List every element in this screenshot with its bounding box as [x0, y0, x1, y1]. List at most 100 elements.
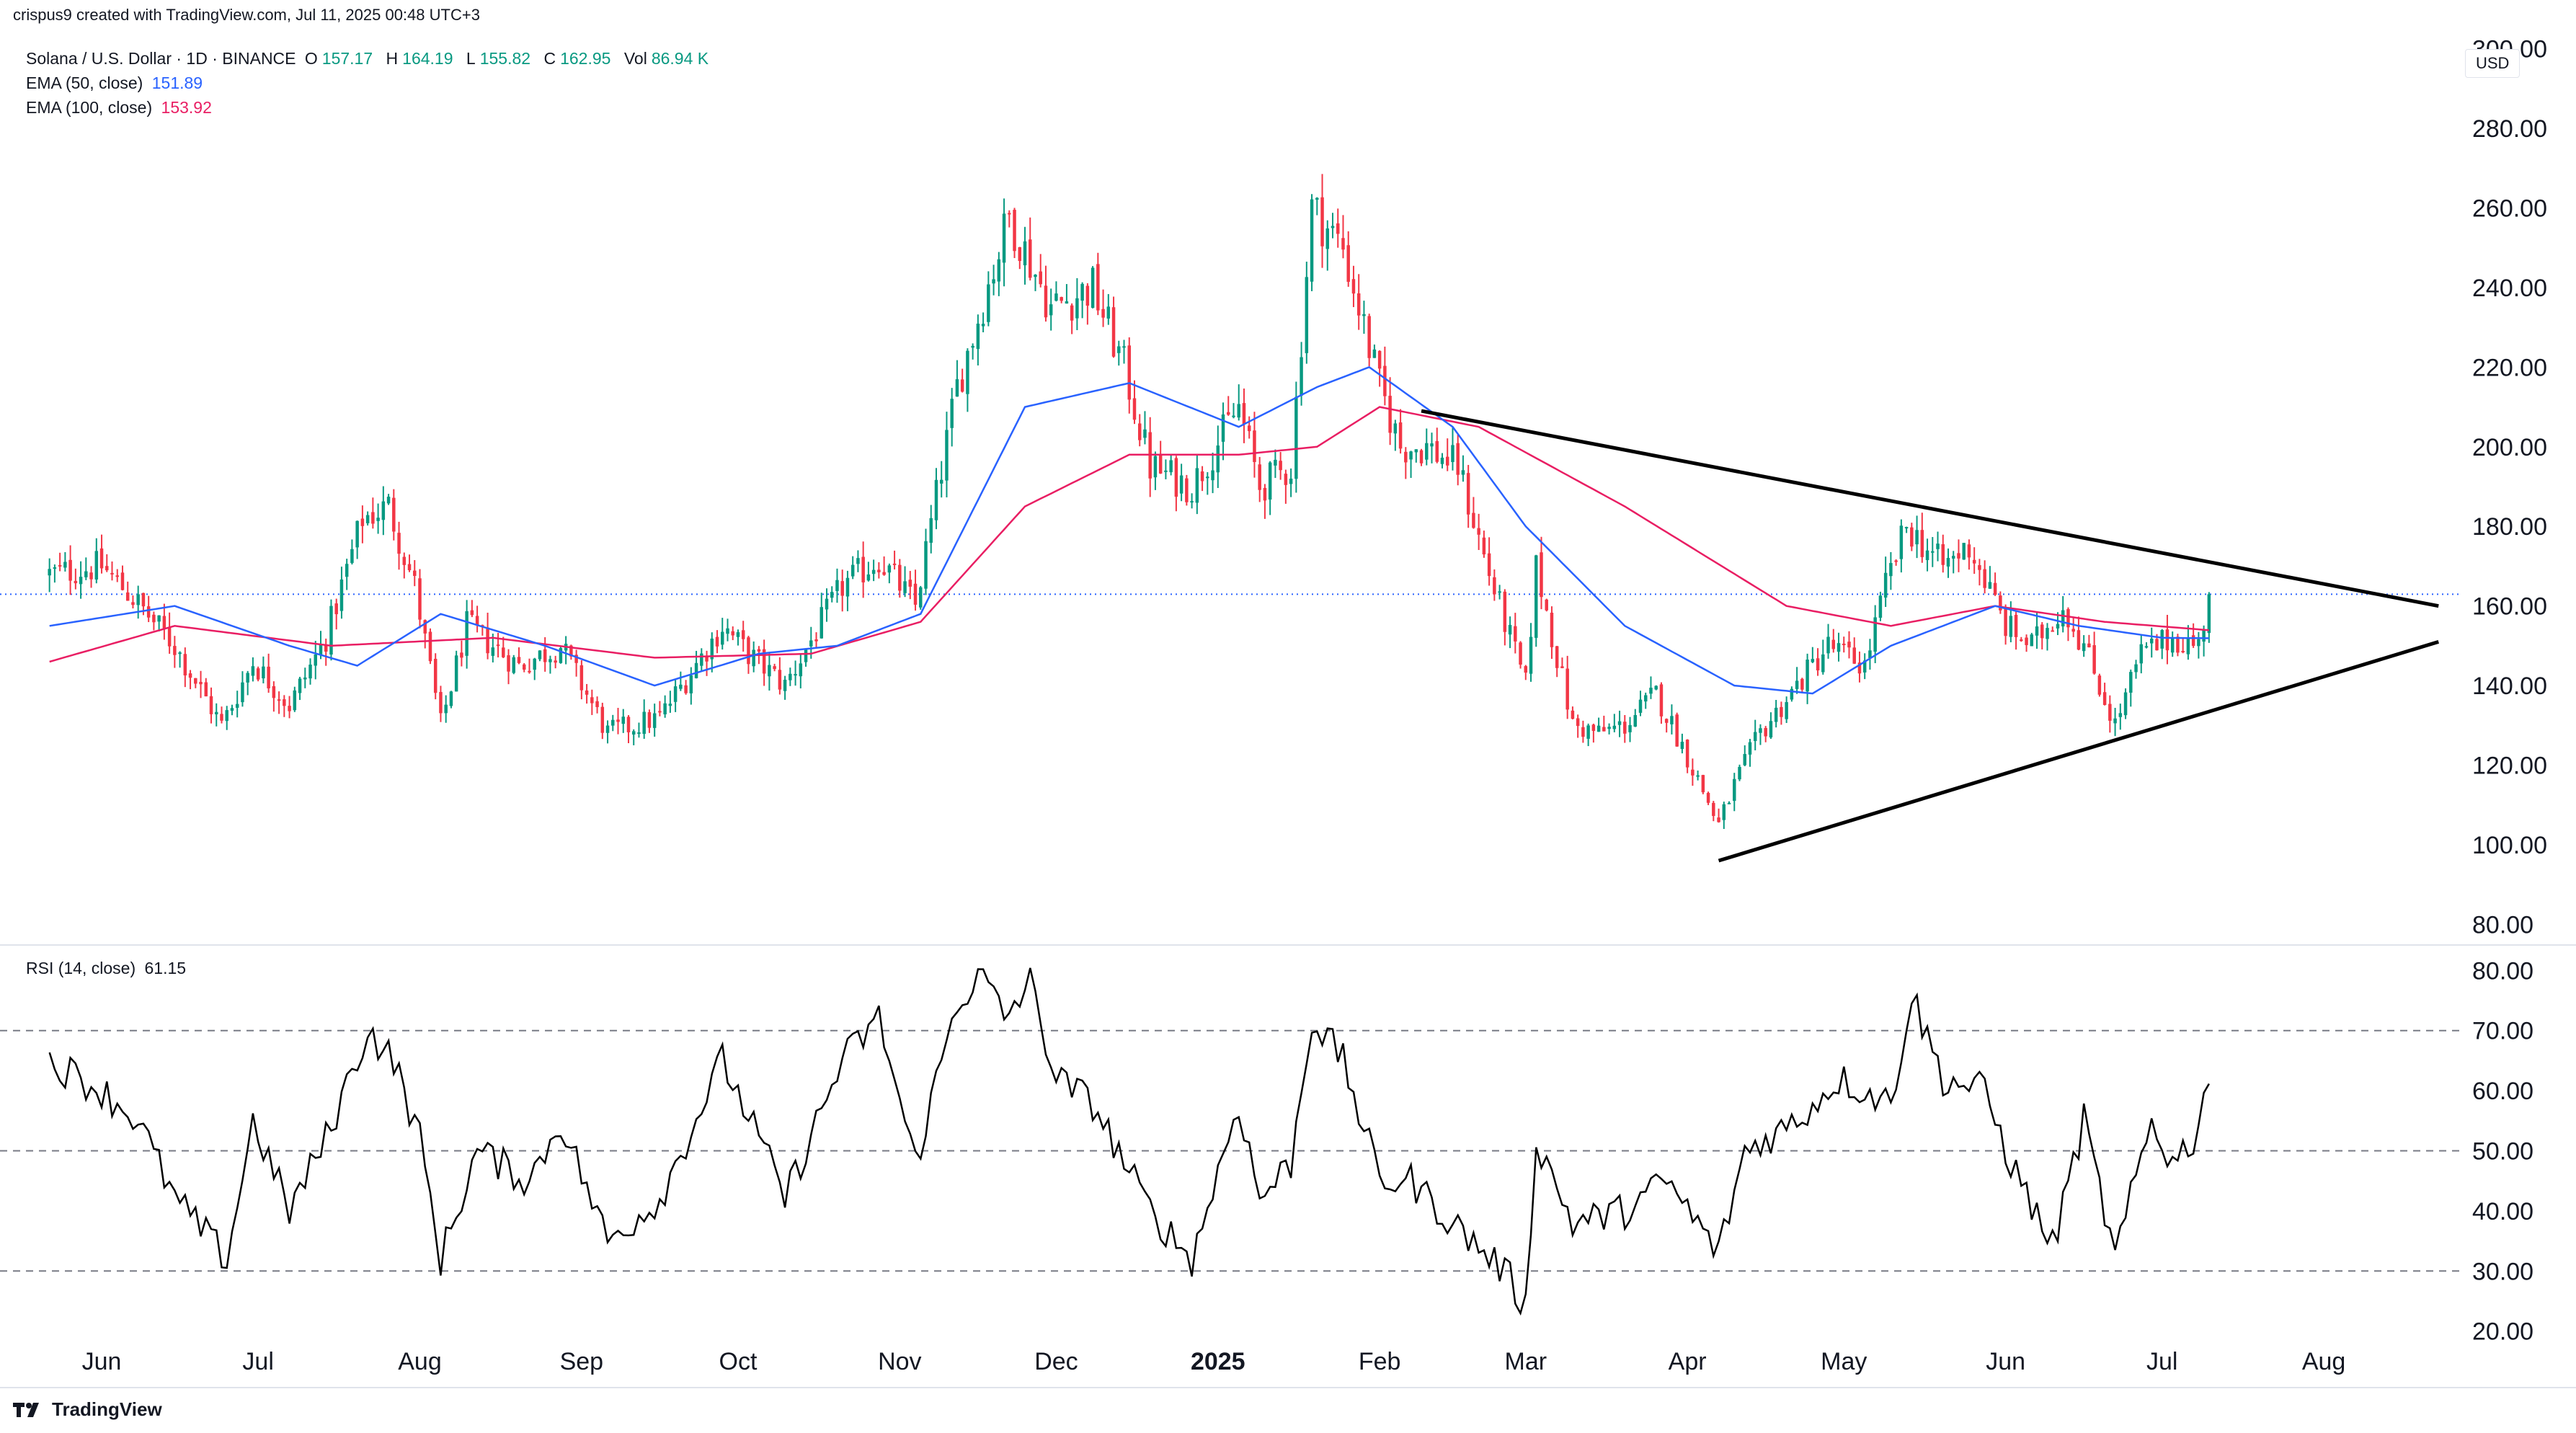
candle-body — [241, 682, 244, 703]
candle-body — [1733, 778, 1736, 802]
candle-body — [2150, 639, 2154, 644]
candle-body — [303, 677, 307, 680]
candle-body — [538, 650, 542, 660]
candle-body — [2176, 636, 2180, 653]
candle-body — [919, 587, 923, 608]
candle-body — [1070, 305, 1074, 321]
candle-body — [528, 670, 531, 673]
ema50-legend[interactable]: EMA (50, close) 151.89 — [26, 74, 207, 93]
candle-body — [512, 657, 516, 673]
ema100-legend[interactable]: EMA (100, close) 153.92 — [26, 98, 216, 117]
candle-body — [960, 379, 964, 392]
candle-body — [1122, 346, 1126, 348]
symbol-title: Solana / U.S. Dollar · 1D · BINANCE — [26, 49, 296, 68]
candle-body — [314, 654, 317, 666]
candle-body — [1540, 552, 1543, 598]
candle-body — [1008, 213, 1011, 215]
candle-body — [820, 607, 824, 639]
candle-body — [1362, 314, 1366, 316]
candle-body — [579, 665, 584, 691]
candle-body — [2014, 614, 2018, 637]
candle-body — [1623, 722, 1627, 734]
candle-body — [1571, 710, 1575, 719]
author-line: crispus9 created with TradingView.com, J… — [13, 6, 480, 24]
price-tick-label: 120.00 — [2472, 753, 2547, 780]
candle-body — [350, 549, 354, 564]
currency-button[interactable]: USD — [2465, 49, 2521, 78]
ema100-value: 153.92 — [161, 98, 212, 117]
candle-body — [392, 497, 396, 532]
tradingview-brand[interactable]: TradingView — [13, 1398, 162, 1421]
time-tick-label: Sep — [560, 1348, 604, 1375]
ohlc-high: H 164.19 — [386, 49, 453, 68]
candle-body — [2123, 692, 2128, 716]
candle-body — [647, 712, 652, 728]
candle-body — [496, 644, 500, 647]
candle-body — [1153, 456, 1158, 478]
candle-body — [1915, 530, 1919, 545]
candle-body — [355, 520, 359, 548]
time-tick-label: Jun — [1986, 1348, 2025, 1375]
candle-body — [1060, 297, 1063, 301]
candle-body — [220, 714, 223, 721]
candle-body — [694, 662, 698, 678]
candle-body — [339, 579, 344, 611]
candle-body — [1404, 451, 1408, 463]
price-tick-label: 80.00 — [2472, 911, 2533, 939]
candle-body — [1132, 398, 1137, 420]
rsi-tick-label: 50.00 — [2472, 1138, 2533, 1166]
rsi-tick-label: 40.00 — [2472, 1198, 2533, 1225]
candle-body — [345, 564, 349, 577]
candle-body — [428, 631, 432, 662]
candle-body — [1351, 279, 1356, 294]
candle-body — [486, 627, 489, 654]
trendlines — [1421, 409, 2440, 863]
candle-body — [402, 556, 407, 565]
candle-body — [903, 581, 907, 593]
candle-body — [1300, 357, 1303, 396]
candle-body — [2155, 639, 2159, 651]
time-tick-label: Dec — [1034, 1348, 1078, 1375]
rsi-line — [48, 967, 2210, 1316]
candle-body — [324, 644, 328, 652]
candle-body — [1101, 309, 1105, 318]
candle-body — [288, 706, 291, 711]
candle-body — [1305, 277, 1309, 353]
candle-body — [230, 708, 234, 711]
candle-body — [825, 598, 829, 610]
candle-body — [1445, 456, 1449, 466]
candle-body — [1743, 754, 1746, 766]
candle-body — [950, 399, 954, 428]
symbol-legend[interactable]: Solana / U.S. Dollar · 1D · BINANCE O 157… — [26, 49, 717, 68]
candle-body — [2197, 639, 2200, 647]
candle-body — [1842, 643, 1846, 645]
rsi-legend[interactable]: RSI (14, close) 61.15 — [26, 959, 190, 978]
candle-body — [1179, 475, 1183, 494]
candle-body — [1091, 267, 1095, 309]
candle-body — [256, 668, 260, 680]
candle-body — [700, 653, 703, 666]
candle-body — [1790, 688, 1794, 700]
candle-body — [809, 640, 813, 647]
candle-body — [652, 713, 657, 728]
candle-body — [1367, 316, 1371, 358]
candle-body — [1039, 271, 1042, 285]
candle-body — [1372, 349, 1377, 358]
price-tick-label: 220.00 — [2472, 354, 2547, 381]
candle-body — [413, 570, 417, 576]
candle-body — [924, 541, 928, 589]
candle-body — [1383, 365, 1387, 396]
candle-body — [611, 719, 615, 726]
candle-body — [110, 572, 114, 574]
candle-body — [397, 533, 401, 554]
candle-body — [1190, 501, 1194, 503]
candle-body — [1806, 660, 1809, 692]
candle-body — [673, 686, 678, 702]
candle-body — [84, 571, 88, 577]
candle-body — [183, 654, 187, 675]
trendline — [1718, 639, 2440, 863]
candle-body — [1780, 706, 1783, 717]
candle-body — [1315, 198, 1319, 200]
candle-body — [1169, 460, 1173, 473]
